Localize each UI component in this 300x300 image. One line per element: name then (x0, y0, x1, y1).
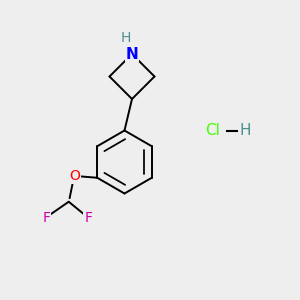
Text: N: N (126, 46, 138, 62)
Text: H: H (121, 31, 131, 44)
Text: F: F (84, 211, 92, 225)
Text: F: F (42, 211, 50, 225)
Text: Cl: Cl (206, 123, 220, 138)
Text: O: O (69, 169, 80, 183)
Text: H: H (239, 123, 250, 138)
